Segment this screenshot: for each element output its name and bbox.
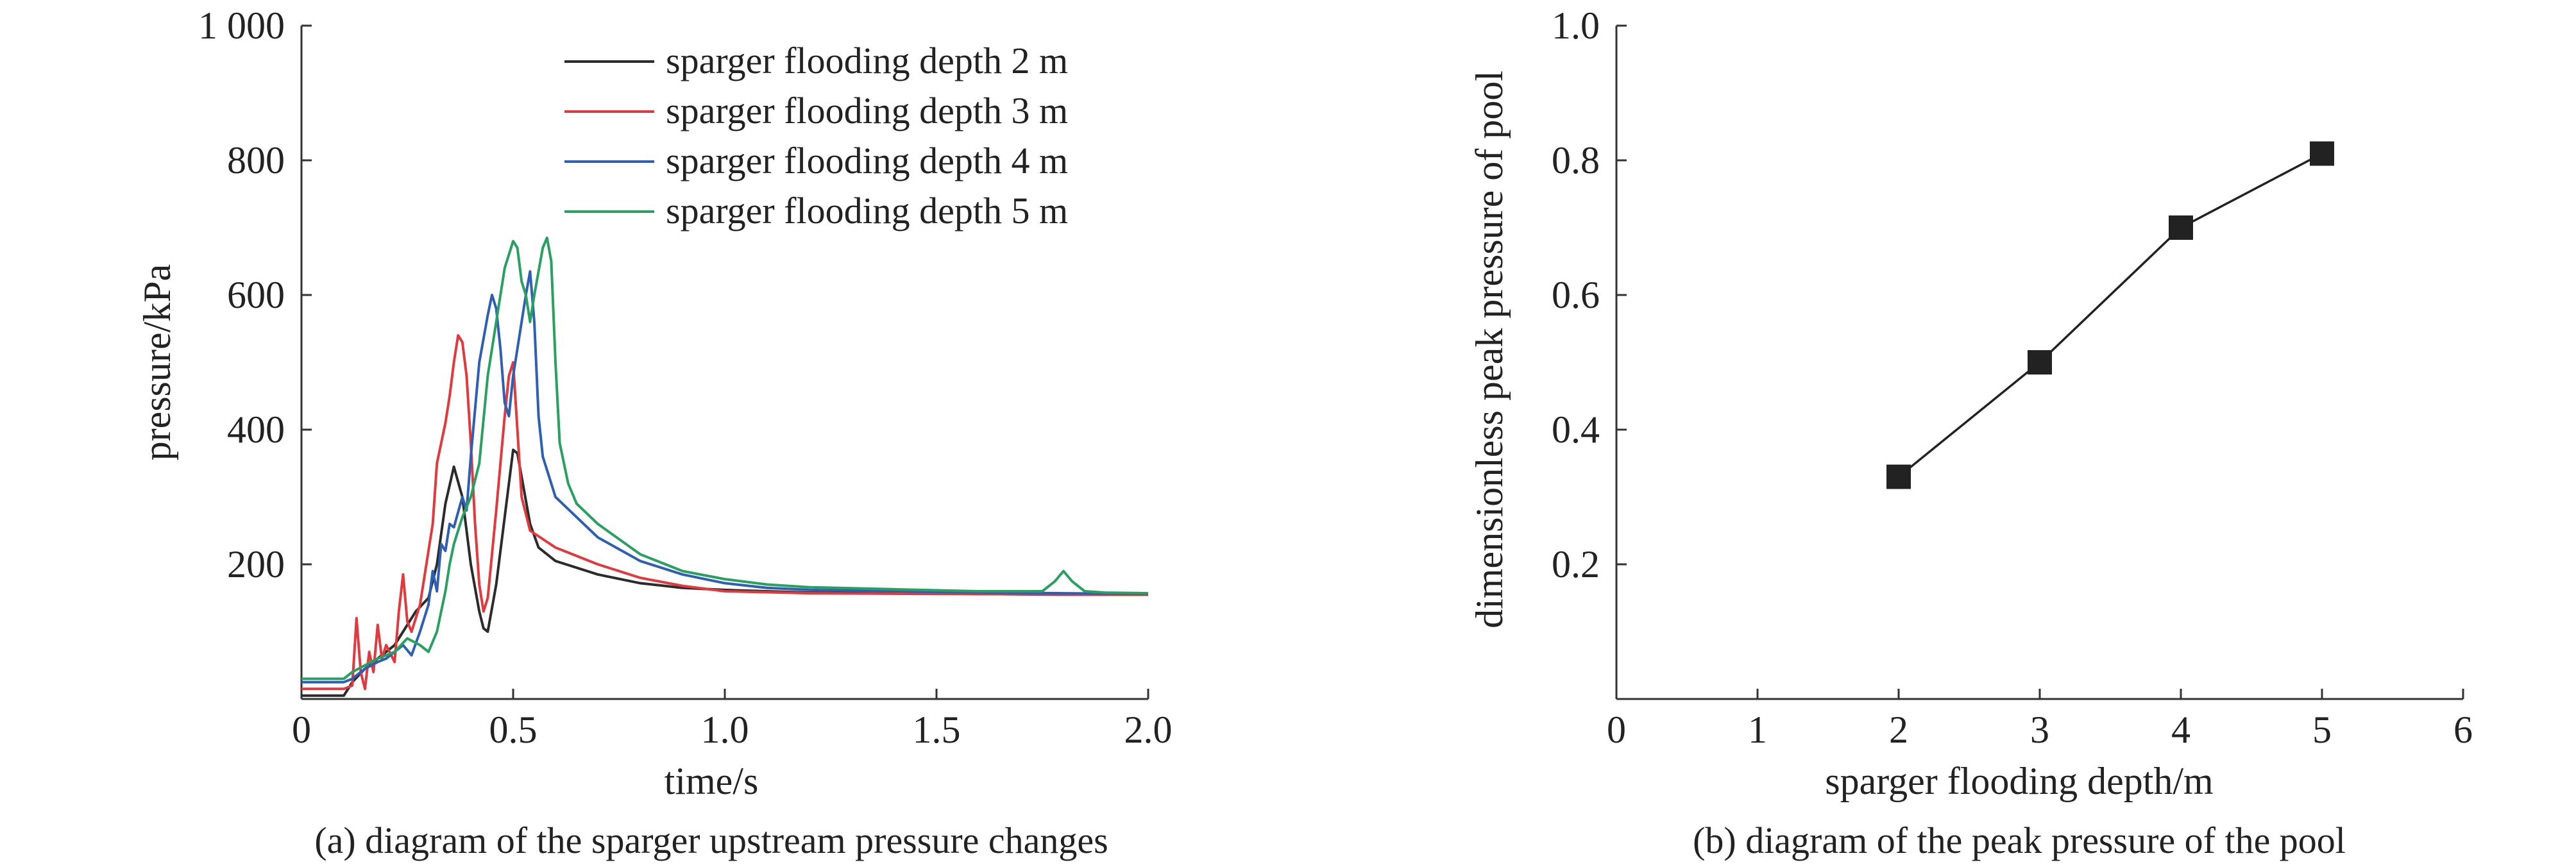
panel-b-y-tick-label: 1.0 xyxy=(1552,4,1600,47)
panel-a-legend-entry: sparger flooding depth 3 m xyxy=(666,90,1068,131)
panel-a-y-axis-label: pressure/kPa xyxy=(136,264,178,461)
panel-b-caption: (b) diagram of the peak pressure of the … xyxy=(1693,820,2346,861)
panel-a-x-axis-label: time/s xyxy=(665,760,759,802)
panel-b-data-point xyxy=(1886,464,1911,489)
panel-a-pressure-chart: 0 0.5 1.0 1.5 2.0 200 400 600 800 1 000 sparger fl… xyxy=(136,4,1173,861)
panel-b-data-point xyxy=(2028,350,2052,375)
panel-a-x-tick-label: 1.5 xyxy=(913,709,961,751)
panel-b-data-point xyxy=(2169,215,2193,240)
panel-b-y-tick-label: 0.2 xyxy=(1552,543,1600,585)
panel-a-legend-entry: sparger flooding depth 2 m xyxy=(666,40,1068,81)
panel-b-peak-pressure-chart: 0 1 2 3 4 5 6 0.2 0.4 0.6 0.8 1.0 sparger flooding … xyxy=(1468,4,2473,861)
panel-b-y-axis-label: dimensionless peak pressure of pool xyxy=(1468,71,1511,628)
panel-b-y-tick-label: 0.6 xyxy=(1552,274,1600,316)
panel-a-series-line-1 xyxy=(301,448,1148,697)
panel-a-x-tick-label: 1.0 xyxy=(701,709,749,751)
panel-b-x-tick-label: 4 xyxy=(2171,709,2190,751)
panel-a-caption: (a) diagram of the sparger upstream pres… xyxy=(314,820,1108,861)
panel-b-x-tick-label: 3 xyxy=(2030,709,2049,751)
panel-b-y-tick-label: 0.8 xyxy=(1552,139,1600,181)
panel-b-x-tick-label: 0 xyxy=(1607,709,1626,751)
panel-b-x-axis-label: sparger flooding depth/m xyxy=(1825,760,2213,802)
panel-a-y-tick-label: 400 xyxy=(227,408,285,451)
panel-a-legend-entry: sparger flooding depth 5 m xyxy=(666,190,1068,231)
panel-a-y-tick-label: 600 xyxy=(227,274,285,316)
panel-b-y-tick-label: 0.4 xyxy=(1552,408,1600,451)
panel-b-x-tick-label: 1 xyxy=(1748,709,1767,751)
panel-a-y-tick-label: 200 xyxy=(227,543,285,585)
panel-b-data-point xyxy=(2310,141,2334,166)
panel-a-legend-entry: sparger flooding depth 4 m xyxy=(666,140,1068,181)
panel-a-plot-area: 0 0.5 1.0 1.5 2.0 200 400 600 800 1 000 sparger fl… xyxy=(198,4,1173,751)
panel-b-x-tick-label: 6 xyxy=(2453,709,2473,751)
panel-a-y-tick-label: 800 xyxy=(227,139,285,181)
panel-a-series-line-4 xyxy=(301,236,1149,680)
panel-a-series-line-2 xyxy=(301,334,1149,691)
panel-a-series-line-3 xyxy=(301,270,1149,684)
panel-b-x-tick-label: 2 xyxy=(1889,709,1908,751)
panel-b-plot-area: 0 1 2 3 4 5 6 0.2 0.4 0.6 0.8 1.0 xyxy=(1552,4,2473,751)
panel-b-x-tick-label: 5 xyxy=(2312,709,2332,751)
panel-b-series-line-1 xyxy=(1897,152,2323,478)
panel-a-x-tick-label: 0 xyxy=(292,709,311,751)
panel-a-x-tick-label: 2.0 xyxy=(1124,709,1173,751)
panel-a-y-tick-label: 1 000 xyxy=(198,4,285,47)
panel-a-x-tick-label: 0.5 xyxy=(489,709,538,751)
